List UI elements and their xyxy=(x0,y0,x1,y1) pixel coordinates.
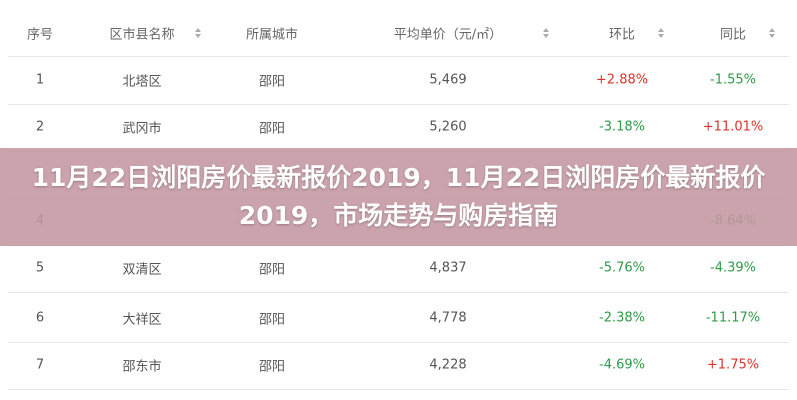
banner: 11月22日浏阳房价最新报价2019，11月22日浏阳房价最新报价2019，市场… xyxy=(0,148,797,246)
table-cell: 6 xyxy=(35,310,45,326)
sort-icon[interactable] xyxy=(658,28,664,38)
table-cell: 7 xyxy=(35,357,45,373)
header-cell: 环比 xyxy=(608,27,636,43)
sort-icon[interactable] xyxy=(543,28,549,38)
table-cell: +1.75% xyxy=(706,357,760,373)
table-cell: 4,837 xyxy=(429,260,467,276)
row-divider xyxy=(8,389,789,390)
table-cell: 5,260 xyxy=(429,119,467,135)
table-cell: 4,228 xyxy=(429,357,467,373)
table-cell: 邵东市 xyxy=(122,359,162,375)
table-cell: 5 xyxy=(35,260,45,276)
table-cell: -1.55% xyxy=(710,72,756,88)
banner-title: 11月22日浏阳房价最新报价2019，11月22日浏阳房价最新报价2019，市场… xyxy=(31,163,766,230)
sort-icon[interactable] xyxy=(769,28,775,38)
table-cell: -11.17% xyxy=(705,310,761,326)
header-cell: 所属城市 xyxy=(245,27,299,43)
table-cell: 邵阳 xyxy=(258,359,286,375)
table-cell: 邵阳 xyxy=(258,312,286,328)
table-cell: 5,469 xyxy=(429,72,467,88)
row-divider xyxy=(8,56,789,57)
row-divider xyxy=(8,342,789,343)
header-cell: 区市县名称 xyxy=(109,27,175,43)
header-cell: 平均单价（元/㎡） xyxy=(393,27,503,43)
table-cell: 1 xyxy=(35,72,45,88)
table-cell: 2 xyxy=(35,119,45,135)
table-cell: -4.69% xyxy=(599,357,645,373)
table-cell: 武冈市 xyxy=(122,121,162,137)
table-cell: 4,778 xyxy=(429,310,467,326)
table-cell: -2.38% xyxy=(599,310,645,326)
row-divider xyxy=(8,104,789,105)
table-cell: 大祥区 xyxy=(122,312,162,328)
table-cell: +11.01% xyxy=(702,119,764,135)
table-cell: 北塔区 xyxy=(122,74,162,90)
table-cell: 邵阳 xyxy=(258,121,286,137)
table-cell: 双清区 xyxy=(122,262,162,278)
table-cell: -3.18% xyxy=(599,119,645,135)
sort-icon[interactable] xyxy=(195,28,201,38)
row-divider xyxy=(8,292,789,293)
table-cell: -5.76% xyxy=(599,260,645,276)
table-cell: 邵阳 xyxy=(258,74,286,90)
header-cell: 同比 xyxy=(719,27,747,43)
table-cell: 邵阳 xyxy=(258,262,286,278)
table-cell: -4.39% xyxy=(710,260,756,276)
table-cell: +2.88% xyxy=(595,72,649,88)
header-cell: 序号 xyxy=(26,27,54,43)
